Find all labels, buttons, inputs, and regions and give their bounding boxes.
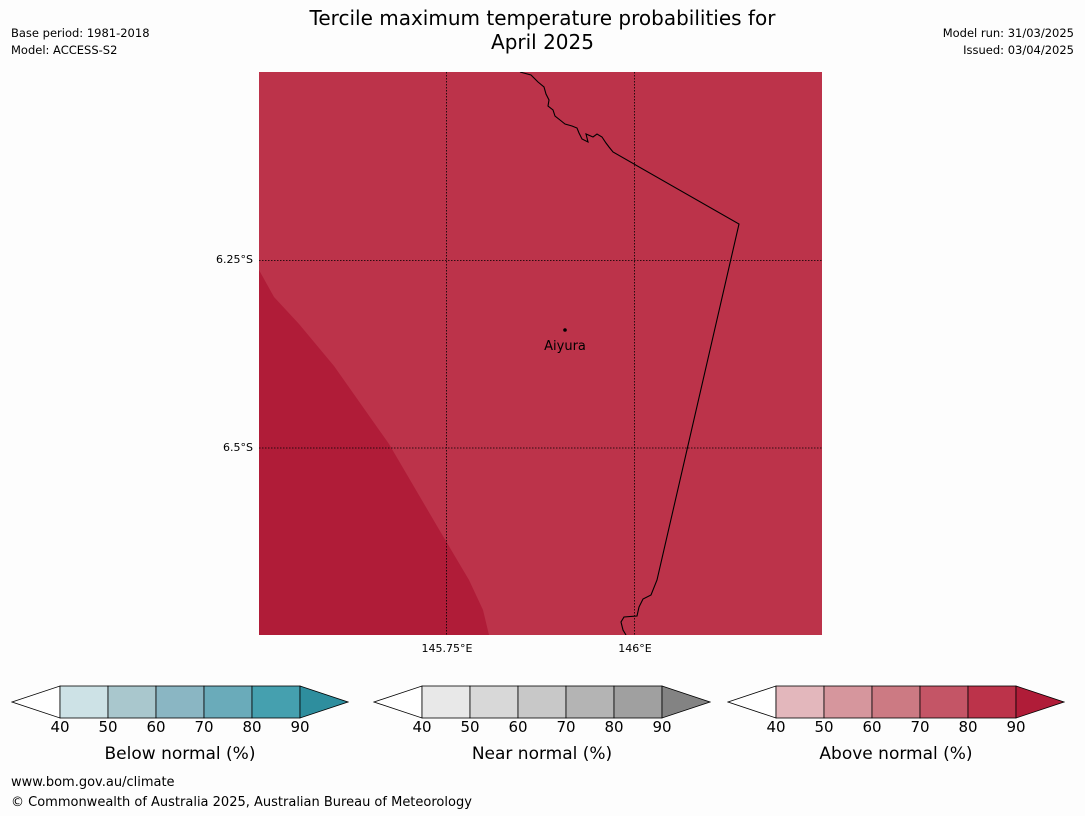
colorbar-tick-label: 70 <box>194 718 214 736</box>
colorbar-2 <box>373 685 711 719</box>
chart-title-line2: April 2025 <box>491 30 594 54</box>
colorbar-low-extend <box>11 685 61 719</box>
lat-label-6-5s: 6.5°S <box>223 441 253 454</box>
colorbar-segment-70-80 <box>919 685 969 719</box>
colorbar-low-extend <box>373 685 423 719</box>
colorbar-segment-50-60 <box>823 685 873 719</box>
colorbar-segment-50-60 <box>107 685 157 719</box>
map-region-80-90 <box>259 270 489 635</box>
meta-left: Base period: 1981-2018 Model: ACCESS-S2 <box>11 25 150 59</box>
model-name: Model: ACCESS-S2 <box>11 43 118 57</box>
colorbar-title: Near normal (%) <box>471 744 613 764</box>
colorbar-tick-label: 70 <box>910 718 930 736</box>
colorbar-segment-60-70 <box>517 685 567 719</box>
colorbar-3 <box>727 685 1065 719</box>
colorbar-segment-80-90 <box>613 685 663 719</box>
place-marker-aiyura <box>563 328 567 332</box>
colorbar-high-extend <box>1015 685 1065 719</box>
colorbar-segment-80-90 <box>967 685 1017 719</box>
colorbar-segment-40-50 <box>775 685 825 719</box>
lon-label-146e: 146°E <box>618 642 652 655</box>
colorbar-tick-label: 90 <box>290 718 310 736</box>
base-period: Base period: 1981-2018 <box>11 26 150 40</box>
colorbar-tick-label: 80 <box>958 718 978 736</box>
colorbar-1 <box>11 685 349 719</box>
lon-label-145-75e: 145.75°E <box>421 642 473 655</box>
colorbar-tick-label: 90 <box>652 718 672 736</box>
colorbar-segment-50-60 <box>469 685 519 719</box>
colorbar-tick-label: 60 <box>508 718 528 736</box>
colorbar-tick-label: 90 <box>1006 718 1026 736</box>
colorbar-tick-label: 70 <box>556 718 576 736</box>
issued-date: Issued: 03/04/2025 <box>963 43 1074 57</box>
colorbar-segment-70-80 <box>565 685 615 719</box>
colorbar-segment-60-70 <box>871 685 921 719</box>
colorbar-segment-70-80 <box>203 685 253 719</box>
chart-title-line1: Tercile maximum temperature probabilitie… <box>309 6 776 30</box>
colorbar-segment-40-50 <box>421 685 471 719</box>
colorbar-title: Below normal (%) <box>104 744 256 764</box>
colorbar-high-extend <box>661 685 711 719</box>
lat-label-6-25s: 6.25°S <box>216 253 253 266</box>
colorbar-tick-label: 50 <box>814 718 834 736</box>
chart-title: Tercile maximum temperature probabilitie… <box>0 6 1085 54</box>
colorbar-tick-label: 40 <box>50 718 70 736</box>
probability-map: Aiyura <box>259 72 822 635</box>
colorbar-segment-40-50 <box>59 685 109 719</box>
colorbar-high-extend <box>299 685 349 719</box>
colorbar-tick-label: 50 <box>460 718 480 736</box>
colorbar-tick-label: 40 <box>766 718 786 736</box>
colorbar-segment-60-70 <box>155 685 205 719</box>
footer-url: www.bom.gov.au/climate <box>11 775 175 790</box>
colorbar-tick-label: 60 <box>862 718 882 736</box>
colorbar-tick-label: 50 <box>98 718 118 736</box>
colorbar-tick-label: 80 <box>242 718 262 736</box>
model-run: Model run: 31/03/2025 <box>942 26 1074 40</box>
colorbar-segment-80-90 <box>251 685 301 719</box>
border-line <box>519 72 740 635</box>
place-label-aiyura: Aiyura <box>544 339 586 354</box>
footer-copyright: © Commonwealth of Australia 2025, Austra… <box>11 795 472 810</box>
colorbar-tick-label: 40 <box>412 718 432 736</box>
colorbar-title: Above normal (%) <box>819 744 973 764</box>
colorbar-tick-label: 80 <box>604 718 624 736</box>
meta-right: Model run: 31/03/2025 Issued: 03/04/2025 <box>943 25 1074 59</box>
colorbar-tick-label: 60 <box>146 718 166 736</box>
colorbar-low-extend <box>727 685 777 719</box>
